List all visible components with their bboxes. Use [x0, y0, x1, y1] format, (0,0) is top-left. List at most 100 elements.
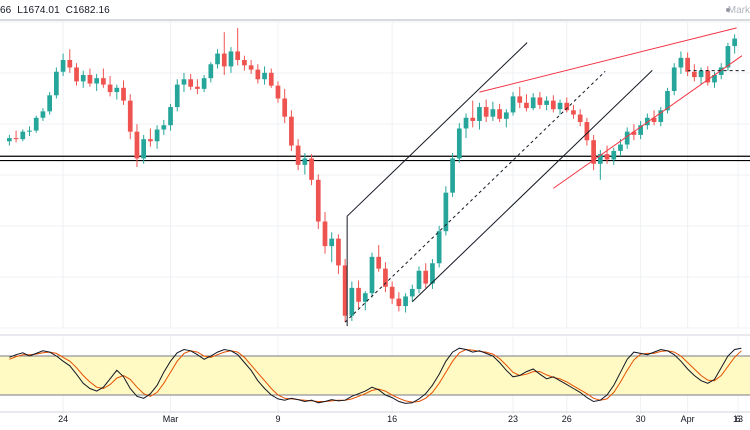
candle-body	[631, 131, 637, 135]
candles	[7, 27, 737, 323]
candle-body	[201, 78, 207, 89]
candle-body	[732, 38, 737, 47]
time-axis: 24 Mar 9 16 23 26 30 Apr 613	[58, 414, 743, 424]
candle-body	[517, 96, 523, 103]
candle-body	[483, 107, 489, 117]
candle-body	[644, 117, 650, 126]
candle-body	[463, 117, 469, 129]
candle-body	[235, 51, 241, 60]
candle-body	[436, 231, 442, 264]
candle-body	[651, 117, 657, 123]
candle-body	[611, 150, 617, 160]
settings-dot-icon[interactable]	[726, 8, 730, 12]
candle-body	[524, 102, 529, 109]
candle-body	[67, 59, 73, 68]
channel-median-line	[344, 71, 606, 323]
trend-drawings	[344, 27, 746, 327]
candle-body	[13, 138, 19, 140]
candle-body	[134, 131, 140, 159]
candle-body	[362, 293, 368, 302]
horizontal-levels	[0, 155, 750, 162]
stoch-k-line	[9, 347, 742, 404]
candle-body	[27, 130, 32, 132]
candle-body	[691, 71, 697, 78]
candle-body	[208, 64, 214, 79]
ohlc-readout: 66 L1674.01 C1682.16	[0, 5, 113, 16]
candle-body	[295, 145, 301, 165]
candle-body	[490, 109, 496, 117]
candle-body	[154, 129, 160, 142]
candle-body	[671, 67, 677, 92]
candle-body	[577, 114, 583, 123]
candle-body	[638, 125, 643, 135]
candle-body	[282, 98, 288, 117]
candle-body	[678, 57, 684, 68]
candle-body	[228, 51, 234, 67]
candle-body	[168, 107, 173, 126]
candle-body	[456, 128, 462, 159]
x-tick-label: 9	[275, 414, 280, 424]
candle-body	[20, 131, 26, 140]
x-tick-label: 23	[508, 414, 518, 424]
x-tick-label: Apr	[681, 414, 695, 424]
channel-upper-line	[346, 42, 528, 217]
candle-body	[101, 78, 106, 85]
candle-body	[376, 256, 382, 269]
candle-body	[557, 102, 563, 110]
candle-body	[329, 238, 335, 247]
candle-body	[87, 74, 93, 84]
candle-body	[342, 265, 348, 316]
candle-body	[718, 67, 724, 75]
candle-body	[403, 296, 408, 307]
candle-body	[544, 100, 549, 105]
candle-body	[40, 111, 46, 118]
candle-body	[215, 53, 220, 65]
x-tick-label: 26	[562, 414, 572, 424]
candle-body	[624, 131, 630, 145]
candle-body	[33, 117, 39, 131]
candle-body	[60, 59, 66, 72]
candle-body	[510, 96, 516, 113]
candle-body	[618, 144, 623, 151]
candle-body	[114, 87, 120, 93]
candle-body	[698, 70, 704, 78]
candle-body	[181, 79, 187, 85]
candle-body	[550, 100, 556, 110]
wedge-upper-line	[479, 27, 737, 93]
candle-body	[195, 86, 200, 89]
x-tick-label: 30	[636, 414, 646, 424]
candle-body	[658, 110, 664, 123]
grid	[0, 19, 750, 414]
x-tick-label: Mar	[163, 414, 179, 424]
candle-body	[685, 57, 690, 72]
chart-watermark: Mark	[727, 5, 750, 16]
candle-body	[275, 85, 281, 99]
candle-body	[712, 74, 717, 83]
candle-body	[430, 263, 435, 284]
candle-body	[262, 72, 267, 80]
candle-body	[571, 110, 576, 115]
x-tick-label: 6	[735, 414, 740, 424]
candle-body	[409, 288, 415, 297]
candle-body	[47, 95, 53, 112]
candle-body	[591, 140, 596, 164]
candle-body	[369, 256, 375, 294]
candle-body	[74, 67, 79, 82]
close-value: C1682.16	[65, 5, 110, 16]
candle-body	[80, 74, 86, 82]
candle-body	[597, 154, 603, 164]
candle-body	[188, 79, 194, 87]
candle-body	[450, 158, 455, 193]
candle-body	[309, 158, 314, 180]
candle-body	[127, 100, 133, 132]
candle-body	[94, 78, 100, 84]
candle-body	[221, 53, 227, 67]
candle-body	[725, 46, 731, 68]
candle-body	[503, 112, 509, 119]
candle-body	[423, 270, 429, 284]
candle-body	[322, 221, 328, 247]
candle-body	[248, 65, 254, 70]
candle-body	[416, 270, 422, 289]
candle-body	[665, 91, 670, 111]
